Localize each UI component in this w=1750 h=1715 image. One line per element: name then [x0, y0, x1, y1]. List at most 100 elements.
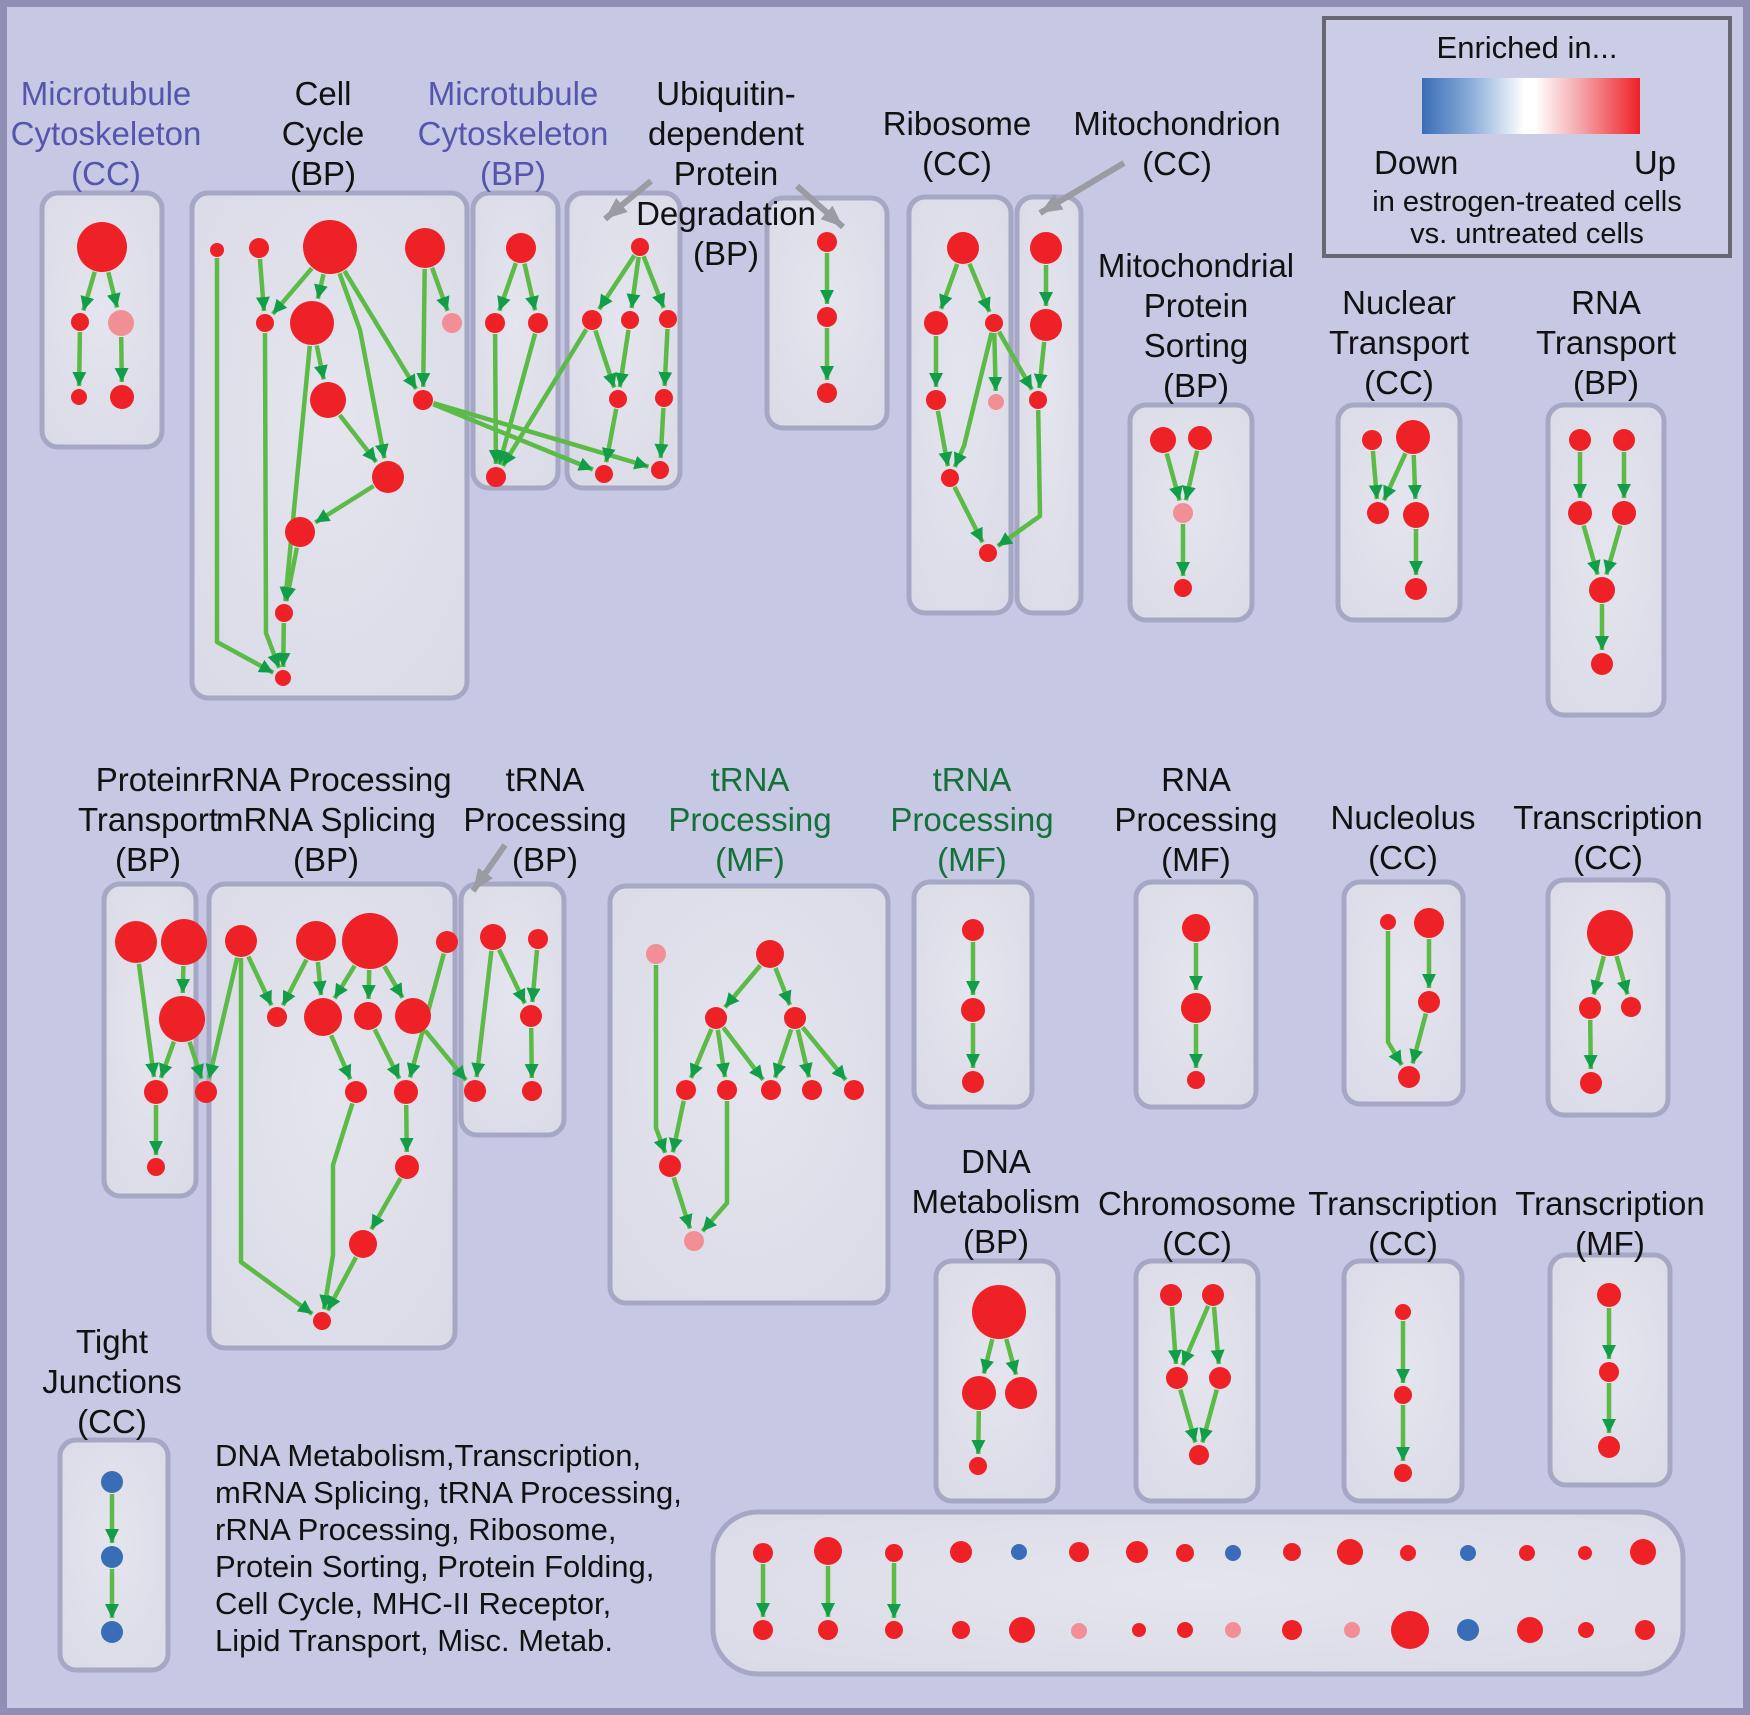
- misc-categories-line: rRNA Processing, Ribosome,: [215, 1512, 617, 1547]
- relationship-arrow: [658, 328, 673, 387]
- go-term-node: [225, 925, 257, 957]
- go-term-node: [684, 1231, 704, 1251]
- category-box-ubiquitin-1: [564, 190, 683, 491]
- go-term-node: [1182, 914, 1210, 942]
- relationship-arrow: [988, 332, 1003, 392]
- relationship-arrow: [262, 332, 282, 669]
- go-term-node: [1174, 579, 1192, 597]
- go-term-node: [464, 1080, 486, 1102]
- relationship-arrow: [996, 409, 1043, 548]
- go-term-node: [950, 1541, 972, 1563]
- relationship-arrow: [325, 1256, 358, 1312]
- category-box-nucleolus: [1341, 879, 1466, 1107]
- go-term-node: [1589, 577, 1615, 603]
- go-term-node: [71, 389, 87, 405]
- go-term-node: [595, 465, 613, 483]
- go-term-node: [885, 1621, 903, 1639]
- go-term-node: [101, 1546, 123, 1568]
- go-term-node: [1362, 430, 1382, 450]
- relationship-arrow: [526, 949, 541, 1003]
- go-term-node: [1598, 1436, 1620, 1458]
- go-term-node: [1587, 910, 1633, 956]
- relationship-arrow: [382, 965, 405, 999]
- relationship-arrow: [1178, 1388, 1199, 1444]
- go-term-node: [528, 313, 548, 333]
- misc-categories-line: Cell Cycle, MHC-II Receptor,: [215, 1586, 612, 1621]
- go-term-node: [1030, 309, 1062, 341]
- go-term-node: [1460, 1545, 1476, 1561]
- relationship-arrow: [593, 329, 617, 389]
- go-term-node: [1580, 1072, 1602, 1094]
- relationship-arrow: [1583, 1019, 1598, 1070]
- relationship-arrow: [337, 272, 389, 459]
- go-term-node: [522, 1081, 542, 1101]
- go-term-node: [394, 1080, 418, 1104]
- relationship-arrow: [205, 957, 240, 1079]
- go-term-node: [161, 919, 207, 965]
- relationship-arrow: [653, 965, 668, 1154]
- go-term-node: [486, 467, 506, 487]
- go-term-node: [1398, 1066, 1420, 1088]
- go-term-node: [756, 940, 784, 968]
- relationship-arrow: [1164, 452, 1183, 502]
- relationship-arrow: [282, 547, 300, 602]
- go-term-node: [962, 1071, 984, 1093]
- go-term-node: [506, 233, 536, 263]
- go-term-node: [676, 1080, 696, 1100]
- go-term-node: [844, 1080, 864, 1100]
- go-term-node: [817, 307, 837, 327]
- go-term-node: [784, 1007, 806, 1029]
- go-term-node: [1011, 1544, 1027, 1560]
- relationship-arrow: [432, 402, 594, 472]
- go-term-node: [1414, 908, 1444, 938]
- relationship-arrow: [938, 263, 960, 310]
- go-term-node: [520, 1005, 542, 1027]
- label-pointer-arrow: [795, 183, 845, 230]
- go-term-node: [442, 313, 462, 333]
- relationship-arrow: [980, 1338, 995, 1375]
- relationship-arrow: [1182, 450, 1200, 501]
- relationship-arrow: [176, 965, 191, 994]
- relationship-arrow: [214, 258, 275, 675]
- relationship-arrow: [488, 333, 503, 465]
- go-term-node: [1029, 391, 1047, 409]
- go-term-node: [71, 313, 89, 331]
- go-term-node: [413, 390, 433, 410]
- category-box-misc-bottom: [710, 1509, 1686, 1677]
- relationship-arrow: [721, 1026, 765, 1082]
- legend-down-label: Down: [1374, 144, 1459, 181]
- go-term-node: [659, 1155, 681, 1177]
- relationship-arrow: [601, 408, 619, 463]
- label-pointer-arrow: [603, 178, 653, 222]
- go-term-node: [77, 222, 127, 272]
- go-term-node: [1005, 1377, 1037, 1409]
- go-term-node: [885, 1544, 903, 1562]
- go-term-node: [1132, 1623, 1146, 1637]
- go-term-node: [1597, 1283, 1621, 1307]
- go-term-node: [210, 243, 224, 257]
- go-term-node: [256, 314, 274, 332]
- relationship-arrow: [158, 1040, 177, 1079]
- category-box-nuclear-transport: [1335, 402, 1463, 623]
- relationship-arrow: [114, 336, 129, 383]
- go-term-node: [1202, 1284, 1224, 1306]
- relationship-arrow: [423, 1029, 468, 1082]
- misc-categories-line: mRNA Splicing, tRNA Processing,: [215, 1475, 682, 1510]
- relationship-arrow: [497, 948, 527, 1005]
- go-term-node: [101, 1621, 123, 1643]
- go-term-node: [1519, 1545, 1535, 1561]
- go-term-node: [110, 385, 134, 409]
- go-term-node: [1621, 997, 1641, 1017]
- go-term-node: [1394, 1464, 1412, 1482]
- go-term-node: [303, 220, 357, 274]
- go-term-node: [1071, 1623, 1087, 1639]
- relationship-arrow: [1409, 1013, 1429, 1065]
- go-term-node: [1612, 501, 1636, 525]
- relationship-arrow: [280, 958, 309, 1007]
- relationship-arrow: [1385, 931, 1404, 1067]
- go-term-node: [1126, 1541, 1148, 1563]
- relationship-arrow: [654, 407, 669, 459]
- relationship-arrow: [1199, 1389, 1219, 1444]
- go-term-node: [1176, 1544, 1194, 1562]
- relationship-arrow: [1407, 454, 1422, 500]
